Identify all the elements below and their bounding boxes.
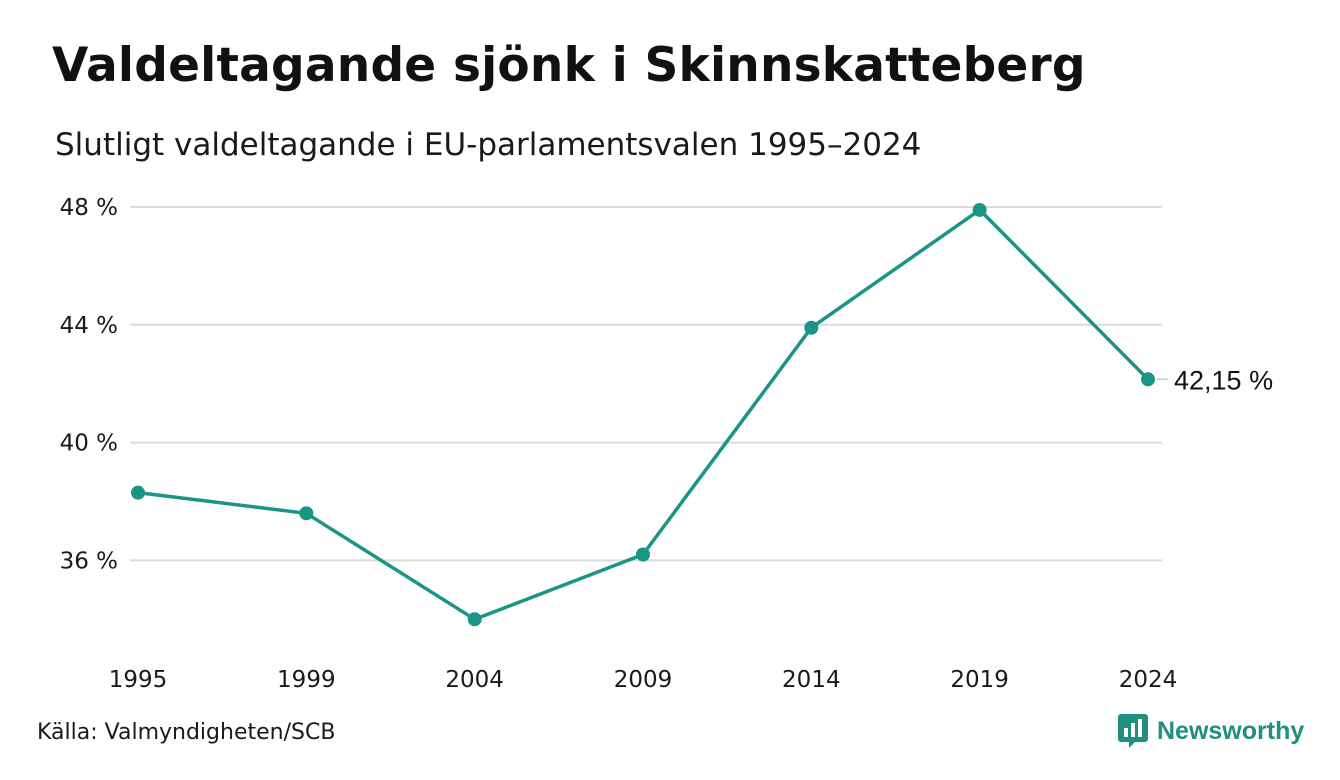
chart-title: Valdeltagande sjönk i Skinnskatteberg	[52, 38, 1086, 93]
y-tick-label: 40 %	[60, 431, 118, 457]
x-tick-label: 2019	[950, 667, 1009, 693]
data-point-2014	[804, 320, 819, 335]
end-value-label: 42,15 %	[1174, 365, 1273, 395]
end-label-layer: 42,15 %	[1157, 365, 1273, 395]
x-tick-label: 1995	[109, 667, 168, 693]
brand-name: Newsworthy	[1157, 716, 1305, 745]
data-point-1999	[299, 506, 314, 521]
x-tick-label: 2024	[1119, 667, 1178, 693]
data-point-2024	[1141, 372, 1155, 387]
x-tick-label: 2014	[782, 667, 841, 693]
y-tick-label: 36 %	[60, 548, 118, 574]
source-note: Källa: Valmyndigheten/SCB	[37, 720, 336, 745]
series-layer	[131, 202, 1155, 627]
x-tick-label: 2009	[614, 667, 673, 693]
data-point-1995	[131, 485, 145, 500]
y-tick-label: 48 %	[60, 195, 118, 221]
brand-logo: Newsworthy	[1118, 714, 1304, 748]
chart-subtitle: Slutligt valdeltagande i EU-parlamentsva…	[55, 127, 922, 163]
newsworthy-logo-icon	[1118, 714, 1148, 748]
data-point-2009	[636, 547, 650, 562]
x-tick-label: 2004	[445, 667, 504, 693]
data-point-2019	[972, 202, 987, 217]
data-point-2004	[467, 612, 482, 627]
x-tick-label: 1999	[277, 667, 336, 693]
y-axis-ticks: 36 % 40 % 44 % 48 %	[60, 195, 118, 574]
y-tick-label: 44 %	[60, 313, 118, 339]
x-axis-ticks: 1995 1999 2004 2009 2014 2019 2024	[109, 667, 1178, 693]
gridlines	[130, 206, 1162, 562]
